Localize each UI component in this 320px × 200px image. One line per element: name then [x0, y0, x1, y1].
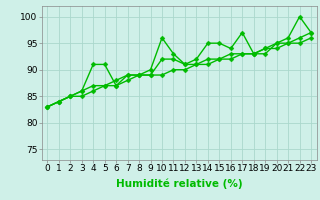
X-axis label: Humidité relative (%): Humidité relative (%)	[116, 179, 243, 189]
